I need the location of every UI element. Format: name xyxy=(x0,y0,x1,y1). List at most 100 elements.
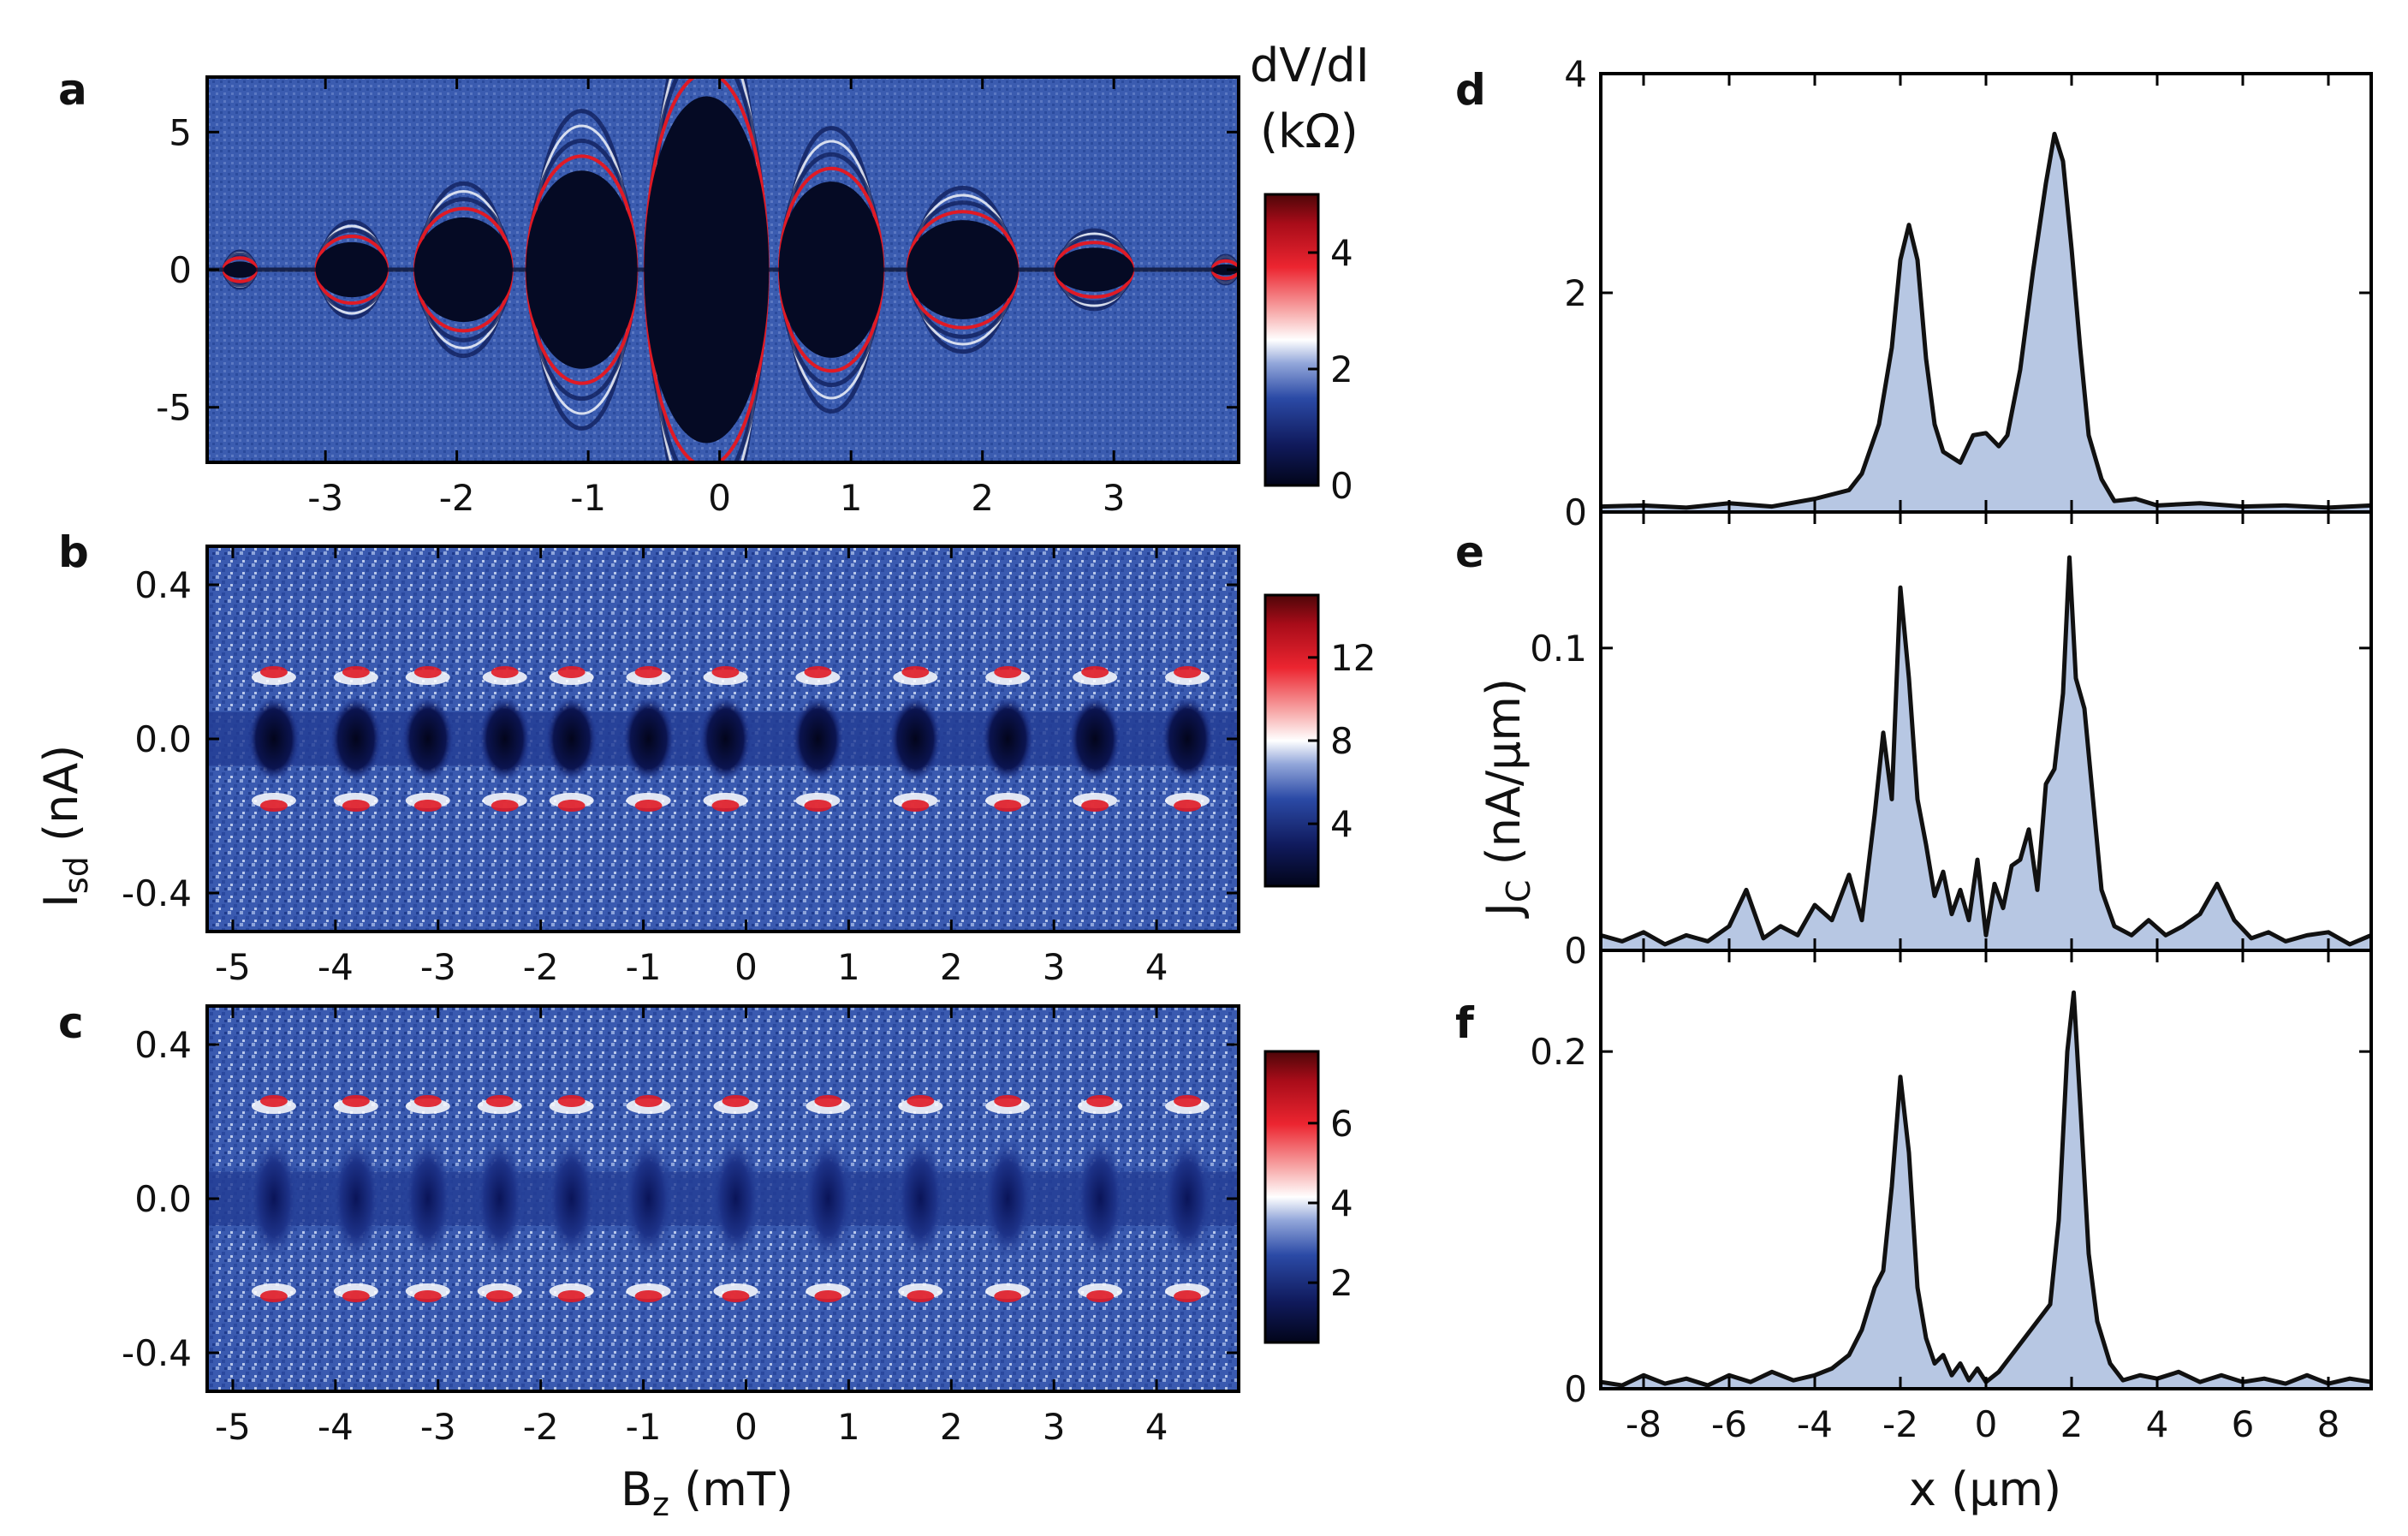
ytick-label: 4 xyxy=(1564,53,1587,95)
lobe xyxy=(473,1137,526,1260)
xtick-label: 3 xyxy=(1043,1406,1066,1448)
lobe xyxy=(1074,1137,1127,1260)
xtick-label: -4 xyxy=(318,1406,354,1448)
plot-frame xyxy=(1599,510,2373,952)
peak-top xyxy=(1081,666,1109,678)
panel-label-a: a xyxy=(58,65,87,115)
peak-top xyxy=(485,1095,514,1107)
panel-b-heatmap: -5 -4 -3 -2 -1 0 1 2 3 4 -0.4 0.0 0.4 xyxy=(122,545,1240,988)
ylabel-jc-unit: (nA/µm) xyxy=(1477,678,1531,880)
colorbar-a: dV/dI (kΩ) 0 2 4 xyxy=(1250,39,1370,507)
peak-bottom xyxy=(1174,1290,1202,1302)
ylabel-jc-sub: C xyxy=(1500,880,1537,903)
xtick-label: 3 xyxy=(1103,477,1126,519)
peak-bottom xyxy=(634,800,663,812)
lobe xyxy=(545,696,598,782)
peak-top xyxy=(994,666,1022,678)
panel-c-heatmap: -5 -4 -3 -2 -1 0 1 2 3 4 -0.4 0.0 0.4 xyxy=(122,1004,1240,1448)
panel-a-heatmap: -3 -2 -1 0 1 2 3 -5 0 5 xyxy=(156,75,1240,519)
peak-top xyxy=(634,1095,663,1107)
peak-bottom xyxy=(413,1290,442,1302)
peak-bottom xyxy=(557,800,586,812)
xtick-label: -1 xyxy=(626,1406,662,1448)
peak-bottom xyxy=(901,800,930,812)
colorbar-tick-label: 8 xyxy=(1330,720,1353,762)
xtick-label: 1 xyxy=(840,477,863,519)
area-fill xyxy=(1601,134,2371,512)
colorbar-b: 4 8 12 xyxy=(1263,593,1376,888)
ylabel-isd: Isd (nA) xyxy=(34,745,95,908)
current-density-line xyxy=(1600,555,2372,947)
lobe xyxy=(1162,696,1214,782)
peak-top xyxy=(711,666,740,678)
ytick-label: 0 xyxy=(1564,930,1587,972)
peak-top xyxy=(814,1095,842,1107)
xlabel-bz-main: B xyxy=(621,1462,652,1516)
colorbar-tick-label: 6 xyxy=(1330,1103,1353,1145)
ytick-label: 2 xyxy=(1564,272,1587,314)
current-density-line xyxy=(1600,990,2372,1388)
area-fill xyxy=(1601,992,2371,1389)
lobe xyxy=(889,696,942,782)
panel-label-c: c xyxy=(58,998,84,1048)
plot-frame xyxy=(1599,949,2373,1390)
ytick-label: 0 xyxy=(1564,1368,1587,1410)
lobe xyxy=(982,696,1034,782)
xtick-label: -8 xyxy=(1626,1403,1662,1445)
colorbar-title-line1: dV/dI xyxy=(1250,39,1370,92)
xtick-label: 0 xyxy=(734,1406,758,1448)
lobe xyxy=(699,696,752,782)
panel-label-b: b xyxy=(58,527,89,577)
xtick-label: 2 xyxy=(940,946,963,988)
xtick-label: -1 xyxy=(626,946,662,988)
colorbar-tick-label: 4 xyxy=(1330,1182,1353,1224)
peak-top xyxy=(1174,666,1202,678)
lobe xyxy=(330,696,382,782)
peak-top xyxy=(413,1095,442,1107)
panel-label-d: d xyxy=(1455,65,1486,115)
panel-label-e: e xyxy=(1455,527,1484,577)
lobe xyxy=(545,1137,598,1260)
panel-d-plot: 0 2 4 xyxy=(1564,53,2373,533)
xtick-label: 2 xyxy=(940,1406,963,1448)
peak-bottom xyxy=(634,1290,663,1302)
xtick-label: -5 xyxy=(215,946,251,988)
xtick-label: 1 xyxy=(837,1406,860,1448)
ytick-label: 0.1 xyxy=(1530,628,1587,670)
peak-bottom xyxy=(1086,1290,1115,1302)
peak-bottom xyxy=(1174,800,1202,812)
peak-top xyxy=(1174,1095,1202,1107)
xtick-label: -2 xyxy=(439,477,475,519)
lobe xyxy=(710,1137,762,1260)
xtick-label: 3 xyxy=(1043,946,1066,988)
xtick-label: 2 xyxy=(2060,1403,2084,1445)
xtick-label: -3 xyxy=(307,477,343,519)
xlabel-bz: Bz (mT) xyxy=(621,1462,794,1523)
xtick-label: -1 xyxy=(570,477,606,519)
peak-top xyxy=(722,1095,750,1107)
peak-top xyxy=(557,1095,586,1107)
xtick-label: -2 xyxy=(523,946,559,988)
ylabel-isd-sub: sd xyxy=(57,856,95,894)
xlabel-x: x (µm) xyxy=(1909,1462,2061,1516)
peak-bottom xyxy=(259,800,288,812)
peak-bottom xyxy=(994,1290,1022,1302)
ylabel-isd-main: I xyxy=(34,894,88,908)
peak-bottom xyxy=(413,800,442,812)
ytick-label: 5 xyxy=(169,111,192,153)
xtick-label: -4 xyxy=(1797,1403,1833,1445)
xtick-label: 4 xyxy=(1145,1406,1168,1448)
peak-bottom xyxy=(491,800,519,812)
xtick-label: 4 xyxy=(2146,1403,2169,1445)
colorbar-c-gradient xyxy=(1263,1050,1320,1344)
peak-top xyxy=(557,666,586,678)
peak-top xyxy=(901,666,930,678)
ylabel-isd-unit: (nA) xyxy=(34,745,88,856)
lobe xyxy=(792,696,844,782)
ylabel-jc-main: J xyxy=(1477,902,1531,919)
lobe xyxy=(330,1137,382,1260)
peak-bottom xyxy=(342,1290,370,1302)
colorbar-tick-label: 4 xyxy=(1330,803,1353,845)
xtick-label: -2 xyxy=(523,1406,559,1448)
